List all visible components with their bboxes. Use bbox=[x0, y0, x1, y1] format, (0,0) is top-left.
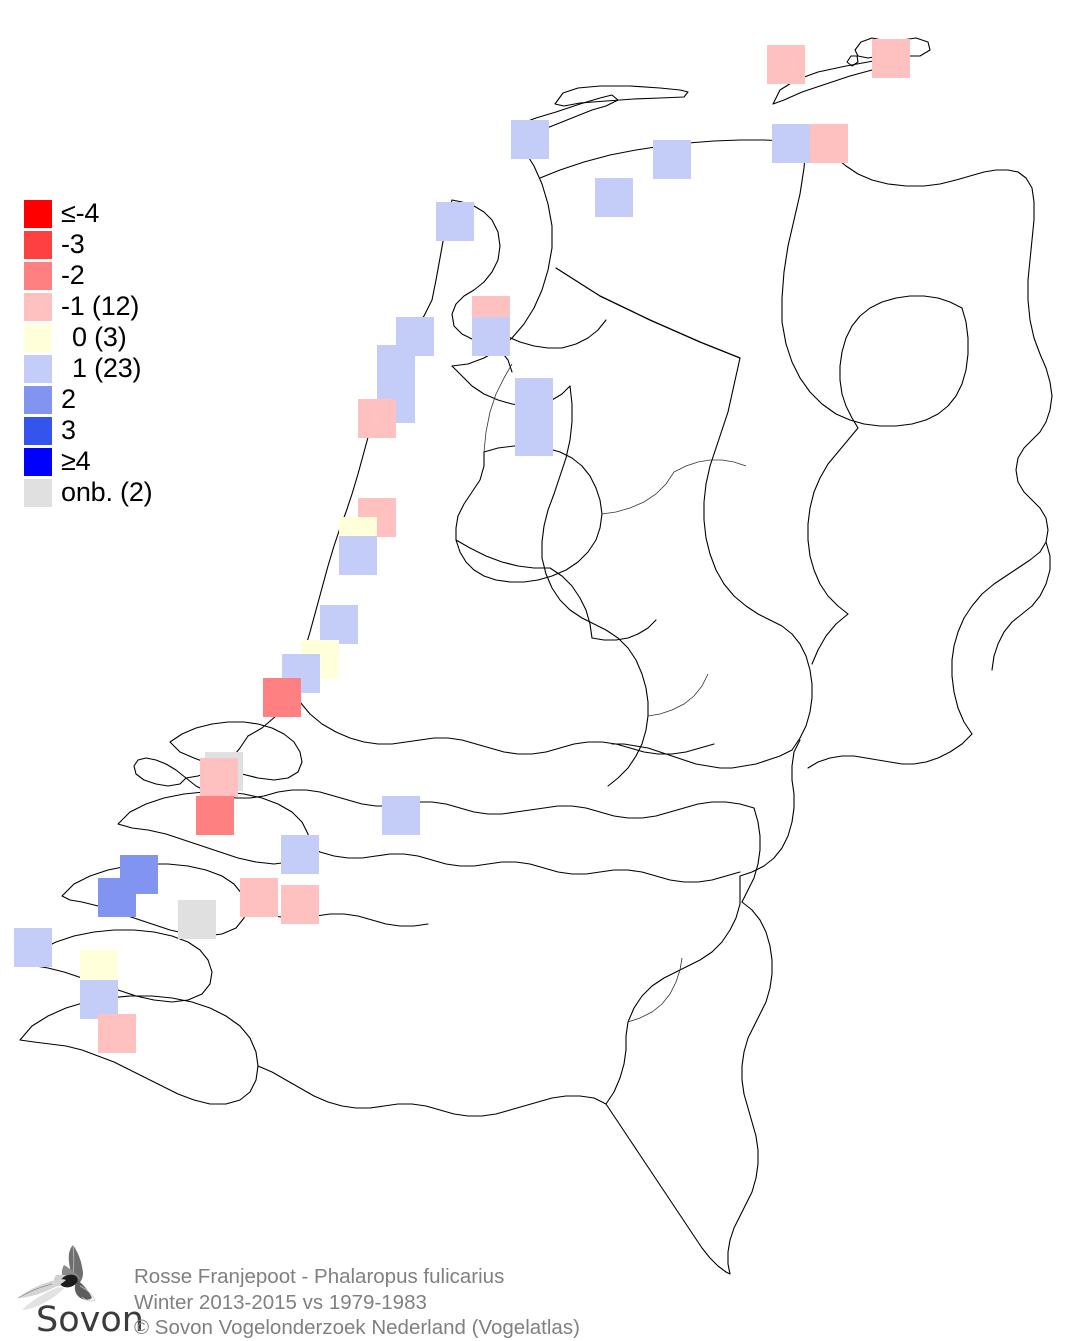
swallow-bird-icon bbox=[17, 1244, 96, 1310]
legend-swatch bbox=[24, 447, 52, 476]
legend-row: onb. (2) bbox=[24, 477, 234, 508]
map-grid-cell bbox=[178, 900, 216, 939]
legend-row: -2 bbox=[24, 260, 234, 291]
map-grid-cell bbox=[200, 758, 238, 797]
legend-row: 3 bbox=[24, 415, 234, 446]
map-grid-cell bbox=[436, 202, 474, 241]
legend-swatch bbox=[24, 199, 52, 228]
legend-swatch bbox=[24, 416, 52, 445]
map-grid-cell bbox=[339, 536, 377, 575]
map-grid-cell bbox=[653, 140, 691, 179]
legend-label: onb. (2) bbox=[61, 477, 153, 507]
legend-row: 1 (23) bbox=[24, 353, 234, 384]
map-grid-cell bbox=[14, 928, 52, 967]
map-grid-cell bbox=[767, 45, 805, 84]
legend-label: -1 (12) bbox=[61, 291, 140, 321]
map-grid-cell bbox=[240, 878, 278, 917]
legend-row: 0 (3) bbox=[24, 322, 234, 353]
legend-label: 3 bbox=[61, 415, 76, 445]
map-caption: Rosse Franjepoot - Phalaropus fulicarius… bbox=[134, 1264, 580, 1341]
legend-swatch bbox=[24, 385, 52, 414]
change-class-legend: ≤-4 -3 -2 -1 (12) 0 (3) 1 (23) 2 3 ≥4 onb. (2) bbox=[24, 198, 234, 508]
legend-swatch bbox=[24, 261, 52, 290]
caption-period: Winter 2013-2015 vs 1979-1983 bbox=[134, 1290, 427, 1314]
map-grid-cell bbox=[358, 399, 396, 438]
legend-row: ≤-4 bbox=[24, 198, 234, 229]
map-grid-cell bbox=[515, 417, 553, 456]
map-grid-cell bbox=[263, 678, 301, 717]
caption-copyright: © Sovon Vogelonderzoek Nederland (Vogela… bbox=[134, 1316, 580, 1339]
map-grid-cell bbox=[377, 345, 415, 384]
legend-label: -2 bbox=[61, 260, 85, 290]
legend-row: 2 bbox=[24, 384, 234, 415]
legend-label: 2 bbox=[61, 384, 76, 414]
map-footer: Sovon Rosse Franjepoot - Phalaropus fuli… bbox=[0, 1238, 1074, 1340]
map-grid-cell bbox=[595, 178, 633, 217]
legend-row: -3 bbox=[24, 229, 234, 260]
map-grid-cell bbox=[382, 796, 420, 835]
map-grid-cell bbox=[320, 605, 358, 644]
legend-swatch bbox=[24, 354, 52, 383]
legend-label: ≥4 bbox=[61, 446, 91, 476]
map-grid-cell bbox=[515, 378, 553, 417]
map-grid-cell bbox=[511, 120, 549, 159]
map-grid-cell bbox=[98, 878, 136, 917]
map-grid-cell bbox=[281, 885, 319, 924]
legend-swatch bbox=[24, 292, 52, 321]
caption-species: Rosse Franjepoot - Phalaropus fulicarius bbox=[134, 1265, 505, 1288]
legend-row: ≥4 bbox=[24, 446, 234, 477]
legend-row: -1 (12) bbox=[24, 291, 234, 322]
legend-label: 1 (23) bbox=[72, 353, 142, 383]
map-grid-cell bbox=[98, 1014, 136, 1053]
map-grid-cell bbox=[872, 39, 910, 78]
map-grid-cell bbox=[772, 124, 810, 163]
map-grid-cell bbox=[196, 796, 234, 835]
map-grid-cell bbox=[281, 835, 319, 874]
map-grid-cell bbox=[810, 124, 848, 163]
legend-swatch bbox=[24, 478, 52, 507]
sovon-logo: Sovon bbox=[16, 1242, 144, 1340]
map-grid-cell bbox=[472, 317, 510, 356]
sovon-wordmark: Sovon bbox=[36, 1300, 144, 1340]
legend-label: 0 (3) bbox=[72, 322, 127, 352]
legend-swatch bbox=[24, 230, 52, 259]
map-grid-cell bbox=[80, 980, 118, 1019]
legend-label: -3 bbox=[61, 229, 85, 259]
legend-label: ≤-4 bbox=[61, 198, 100, 228]
legend-swatch bbox=[24, 323, 52, 352]
